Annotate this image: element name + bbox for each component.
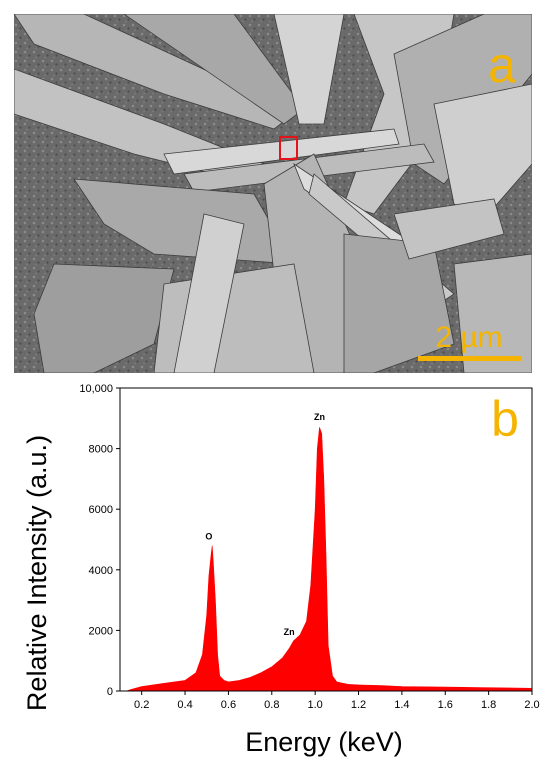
x-axis-label: Energy (keV) <box>245 727 403 757</box>
y-axis-label: Relative Intensity (a.u.) <box>22 435 52 711</box>
scale-bar-label: 2 µm <box>435 321 502 354</box>
x-tick-label: 1.4 <box>394 699 409 711</box>
y-tick-label: 8000 <box>89 444 113 456</box>
nanosheet-crystals <box>14 14 532 373</box>
eds-spectrum-area <box>126 427 533 692</box>
sem-micrograph: 2 µm a <box>14 14 532 373</box>
peak-label: O <box>205 532 212 542</box>
x-tick-label: 2.0 <box>524 699 539 711</box>
x-tick-label: 0.8 <box>264 699 279 711</box>
panel-a-label: a <box>488 37 516 93</box>
peak-label: Zn <box>314 412 325 422</box>
x-tick-label: 0.2 <box>134 699 149 711</box>
roi-box <box>279 136 298 160</box>
panel-b-label: b <box>491 391 519 447</box>
x-tick-label: 0.6 <box>221 699 236 711</box>
y-tick-label: 10,000 <box>79 383 113 395</box>
eds-spectrum-chart: 0 2000 4000 6000 8000 10,000 0.2 0.4 0.6 0.8 1.0 1… <box>22 383 540 757</box>
scale-bar <box>418 356 521 361</box>
y-tick-label: 4000 <box>89 565 113 577</box>
plot-frame <box>119 387 533 692</box>
sem-micrograph-drawing: 2 µm a <box>14 14 532 373</box>
peak-labels: O Zn Zn <box>205 412 325 637</box>
x-tick-label: 1.0 <box>308 699 323 711</box>
x-axis-ticks: 0.2 0.4 0.6 0.8 1.0 1.2 1.4 1.6 1.8 2.0 <box>134 691 540 711</box>
x-tick-label: 1.2 <box>351 699 366 711</box>
y-axis-ticks: 0 2000 4000 6000 8000 10,000 <box>79 383 120 698</box>
y-tick-label: 6000 <box>89 504 113 516</box>
peak-label: Zn <box>284 627 295 637</box>
x-tick-label: 0.4 <box>177 699 192 711</box>
eds-spectrum-panel: 0 2000 4000 6000 8000 10,000 0.2 0.4 0.6 0.8 1.0 1… <box>0 378 550 763</box>
x-tick-label: 1.8 <box>481 699 496 711</box>
x-tick-label: 1.6 <box>438 699 453 711</box>
y-tick-label: 2000 <box>89 625 113 637</box>
y-tick-label: 0 <box>107 686 113 698</box>
